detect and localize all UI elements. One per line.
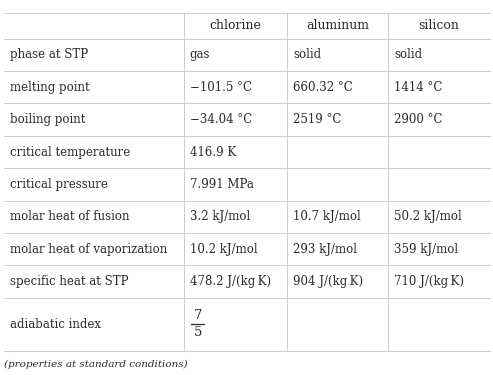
Text: aluminum: aluminum: [307, 20, 369, 32]
Text: 2519 °C: 2519 °C: [293, 113, 342, 126]
Text: 2900 °C: 2900 °C: [394, 113, 443, 126]
Text: 660.32 °C: 660.32 °C: [293, 81, 353, 94]
Text: 5: 5: [194, 326, 202, 339]
Text: 359 kJ/mol: 359 kJ/mol: [394, 243, 458, 256]
Text: 7.991 MPa: 7.991 MPa: [190, 178, 254, 191]
Text: boiling point: boiling point: [10, 113, 85, 126]
Text: 10.2 kJ/mol: 10.2 kJ/mol: [190, 243, 257, 256]
Text: specific heat at STP: specific heat at STP: [10, 275, 128, 288]
Text: 3.2 kJ/mol: 3.2 kJ/mol: [190, 210, 250, 224]
Text: 904 J/(kg K): 904 J/(kg K): [293, 275, 363, 288]
Text: critical pressure: critical pressure: [10, 178, 108, 191]
Text: −101.5 °C: −101.5 °C: [190, 81, 252, 94]
Text: 416.9 K: 416.9 K: [190, 146, 236, 159]
Text: solid: solid: [394, 48, 423, 62]
Text: −34.04 °C: −34.04 °C: [190, 113, 252, 126]
Text: 50.2 kJ/mol: 50.2 kJ/mol: [394, 210, 462, 224]
Text: 1414 °C: 1414 °C: [394, 81, 443, 94]
Text: phase at STP: phase at STP: [10, 48, 88, 62]
Text: 710 J/(kg K): 710 J/(kg K): [394, 275, 464, 288]
Text: adiabatic index: adiabatic index: [10, 318, 101, 331]
Text: gas: gas: [190, 48, 211, 62]
Text: 7: 7: [193, 309, 202, 322]
Text: critical temperature: critical temperature: [10, 146, 130, 159]
Text: 478.2 J/(kg K): 478.2 J/(kg K): [190, 275, 271, 288]
Text: (properties at standard conditions): (properties at standard conditions): [4, 360, 187, 369]
Text: chlorine: chlorine: [210, 20, 262, 32]
Text: 10.7 kJ/mol: 10.7 kJ/mol: [293, 210, 361, 224]
Text: melting point: melting point: [10, 81, 90, 94]
Text: silicon: silicon: [419, 20, 459, 32]
Text: 293 kJ/mol: 293 kJ/mol: [293, 243, 357, 256]
Text: molar heat of fusion: molar heat of fusion: [10, 210, 129, 224]
Text: molar heat of vaporization: molar heat of vaporization: [10, 243, 167, 256]
Text: solid: solid: [293, 48, 321, 62]
